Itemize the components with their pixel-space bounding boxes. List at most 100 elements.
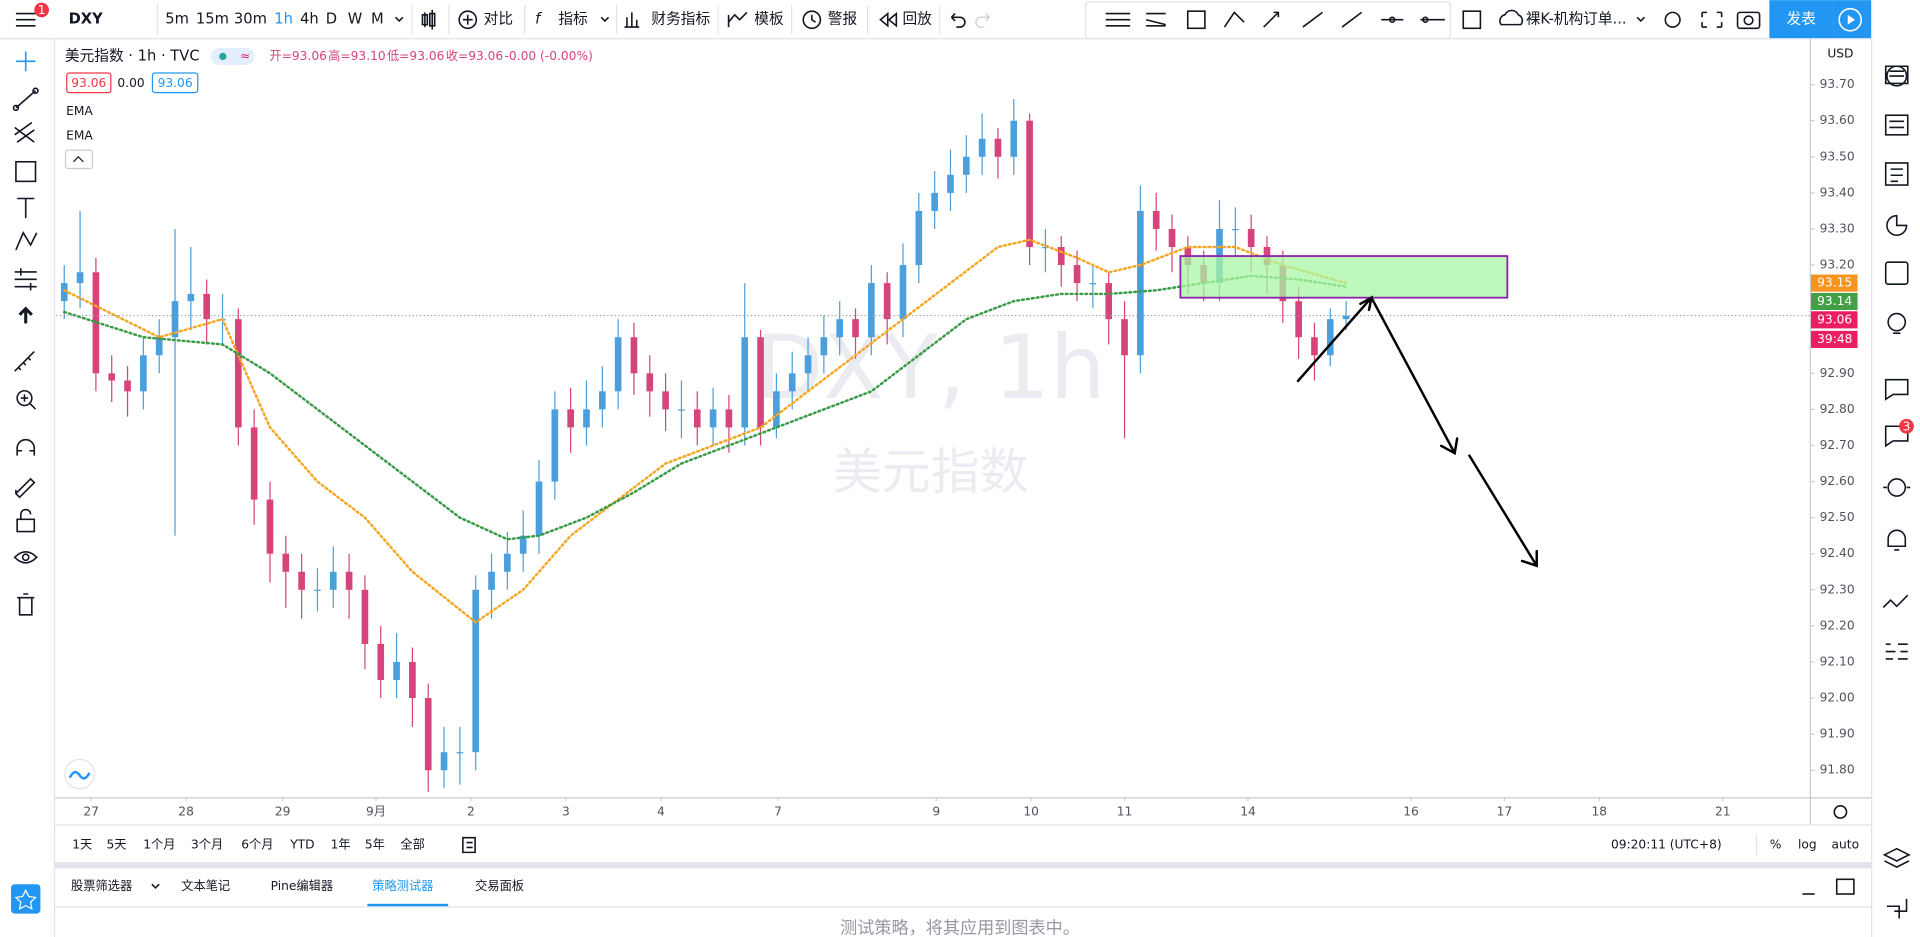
range-button[interactable]: 3个月 (191, 838, 223, 852)
snapshot[interactable] (1736, 11, 1761, 30)
date-range-icon[interactable] (462, 836, 476, 854)
range-button[interactable]: 1个月 (143, 838, 175, 852)
symbol[interactable]: DXY (69, 11, 104, 28)
templates-icon[interactable] (727, 11, 748, 28)
candle-body (472, 589, 480, 753)
candle-body (947, 174, 954, 193)
range-button[interactable]: YTD (289, 838, 314, 852)
range-button[interactable]: 1天 (72, 838, 92, 852)
dropdown[interactable] (1636, 16, 1646, 23)
axis-settings[interactable] (1833, 805, 1848, 819)
drawing-tools[interactable] (1105, 10, 1445, 30)
ema-line (63, 274, 1348, 541)
dropdown[interactable] (394, 16, 404, 23)
indicators-button[interactable]: 指标 (558, 11, 588, 28)
tab[interactable]: 文本笔记 (181, 878, 230, 893)
interval-button[interactable]: D (326, 11, 337, 28)
interval-button[interactable]: 15m (196, 11, 229, 28)
interval-button[interactable]: 4h (300, 11, 319, 28)
dropdown[interactable] (600, 16, 610, 23)
time-tick-label: 3 (562, 804, 570, 818)
publish-bg[interactable] (1769, 0, 1834, 39)
fx-icon[interactable]: f (535, 11, 543, 28)
replay-icon[interactable] (879, 11, 898, 28)
interval-button[interactable]: M (371, 11, 384, 28)
arrow-down (1468, 454, 1538, 568)
watchlist-star[interactable] (11, 884, 41, 914)
auto-toggle[interactable]: auto (1832, 838, 1860, 852)
replay-button[interactable]: 回放 (902, 11, 932, 28)
candle-body (1137, 210, 1144, 356)
tool-rectangle[interactable] (1462, 10, 1482, 30)
undo[interactable] (950, 13, 966, 28)
range-button[interactable]: 6个月 (241, 838, 273, 852)
chart-type-icon[interactable] (421, 9, 436, 30)
templates-button[interactable]: 模板 (754, 10, 784, 28)
time-tick-label: 17 (1497, 804, 1513, 818)
layout-name[interactable]: 裸K-机构订单... (1526, 11, 1627, 28)
cloud-icon[interactable] (1499, 9, 1524, 26)
interval-button[interactable]: 1h (274, 11, 293, 28)
zone-box (1179, 255, 1509, 299)
interval-button[interactable]: 30m (234, 11, 267, 28)
price-badge (1811, 274, 1858, 292)
candle-body (551, 409, 559, 482)
tab[interactable]: Pine编辑器 (271, 878, 334, 893)
time-tick-label: 29 (275, 804, 291, 818)
settings[interactable] (1664, 11, 1681, 28)
candle-body (409, 661, 416, 699)
collapse-button[interactable] (64, 149, 94, 170)
candle-body (1089, 283, 1097, 285)
candle-body (1073, 265, 1081, 284)
range-button[interactable]: 1年 (331, 838, 351, 852)
log-toggle[interactable]: log (1798, 838, 1817, 852)
alert-icon[interactable] (802, 10, 822, 30)
range-button[interactable]: 全部 (400, 837, 424, 852)
dropdown[interactable] (151, 883, 160, 890)
range-button[interactable]: 5年 (365, 838, 385, 852)
time-tick-label: 14 (1240, 804, 1256, 818)
chat-badge: 3 (1903, 419, 1911, 433)
alert-button[interactable]: 警报 (828, 11, 858, 28)
maximize[interactable] (1835, 878, 1855, 895)
range-button[interactable]: 5天 (107, 838, 127, 852)
candle-body (298, 571, 305, 590)
menu-button[interactable]: 1 (15, 2, 49, 27)
candle-body (741, 337, 749, 428)
compare-button[interactable]: 对比 (484, 11, 513, 28)
candle-body (108, 373, 116, 381)
tab[interactable]: 策略测试器 (372, 878, 433, 893)
fullscreen[interactable] (1701, 11, 1723, 28)
price-tick-label: 92.20 (1820, 618, 1855, 632)
redo[interactable] (975, 13, 990, 28)
top-toolbar: 1 DXY 5m 15m 30m 1h 4h D W M 对比 f 指标 财务指标 模板 警报… (15, 0, 1872, 40)
candle-body (852, 319, 859, 338)
candle-body (155, 337, 163, 356)
candle-body (567, 409, 574, 428)
time-tick-label: 4 (657, 804, 665, 818)
tab[interactable]: 交易面板 (475, 878, 524, 893)
price-badge (1811, 292, 1858, 311)
candle-body (931, 192, 938, 211)
publish-button[interactable]: 发表 (1787, 11, 1817, 28)
price-badge-label: 93.06 (1817, 312, 1852, 326)
ask: 93.06 (158, 76, 193, 90)
price-tick-label: 93.30 (1820, 221, 1855, 235)
interval-button[interactable]: W (348, 11, 363, 28)
tab[interactable]: 股票筛选器 (71, 878, 132, 893)
compare-icon[interactable] (458, 10, 478, 30)
price-tick-label: 92.60 (1820, 474, 1855, 488)
indicator-label: EMA (66, 129, 93, 143)
candle-body (140, 355, 147, 392)
left-toolbar[interactable] (12, 51, 39, 616)
percent-toggle[interactable]: % (1770, 838, 1782, 852)
financials-icon[interactable] (624, 12, 640, 28)
candle-body (377, 643, 385, 681)
financials-button[interactable]: 财务指标 (651, 11, 710, 28)
right-sidebar[interactable] (1882, 65, 1911, 919)
price-badge-label: 93.15 (1817, 276, 1852, 290)
interval-button[interactable]: 5m (165, 11, 189, 28)
candle-body (250, 427, 258, 500)
